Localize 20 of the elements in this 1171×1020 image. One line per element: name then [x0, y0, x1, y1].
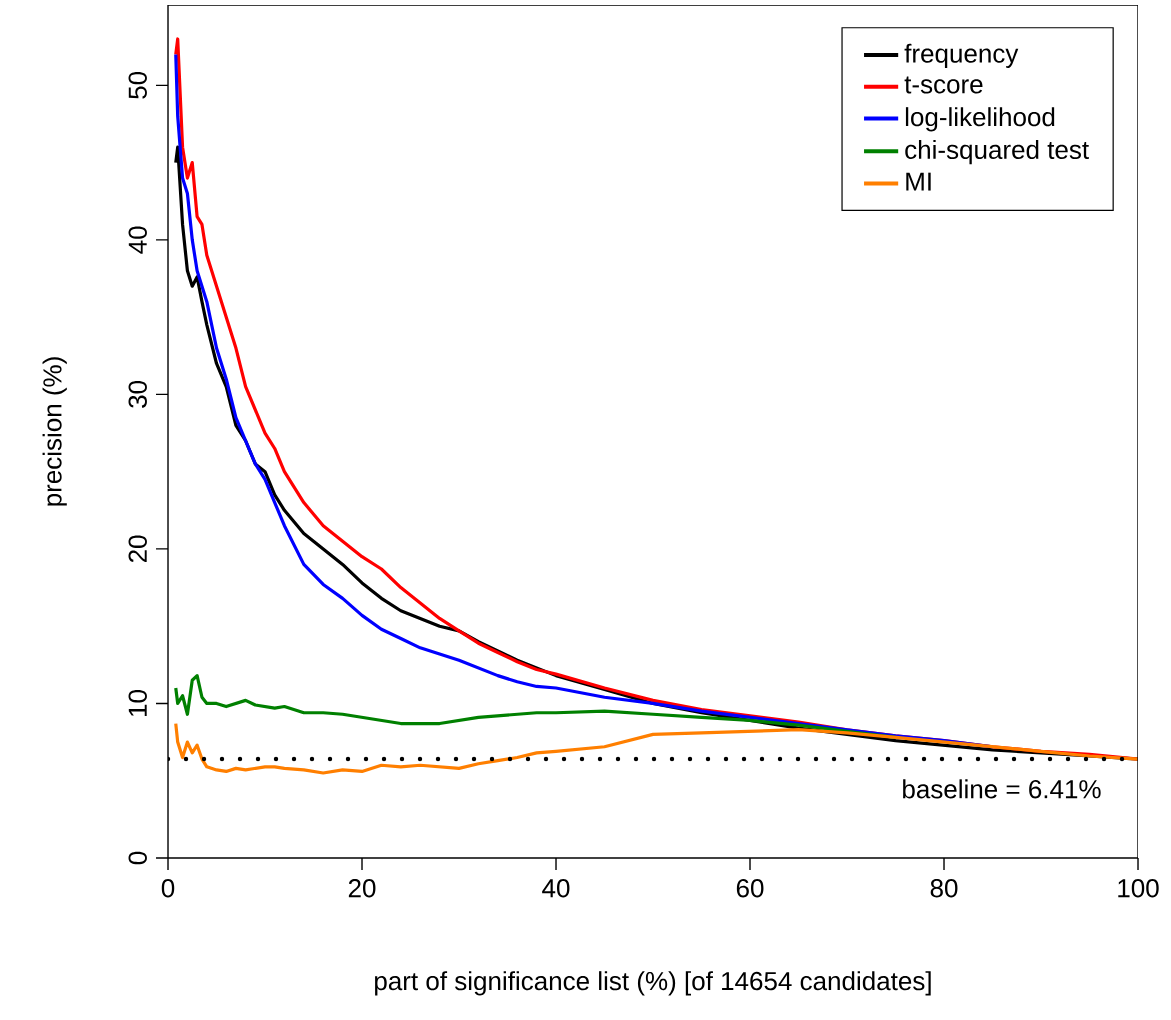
x-tick-label: 100 [1118, 879, 1159, 898]
x-axis-title: part of significance list (%) [of 14654 candidates] [375, 971, 931, 996]
legend-label: t-score [904, 76, 983, 94]
x-tick-label: 20 [348, 879, 376, 898]
x-tick-label: 0 [161, 879, 175, 898]
y-tick-label: 10 [128, 690, 147, 716]
y-tick-label: 20 [128, 535, 147, 563]
y-tick-label: 0 [128, 851, 147, 865]
x-tick-label: 40 [542, 879, 570, 898]
x-tick-label: 80 [930, 879, 958, 898]
legend-label: chi-squared test [905, 139, 1089, 165]
ref-line-label: baseline = 6.41% [903, 779, 1101, 799]
x-tick-label: 60 [736, 879, 764, 898]
y-tick-label: 50 [128, 71, 147, 99]
legend-label: log-likelihood [905, 107, 1055, 132]
y-axis-title: precision (%) [42, 357, 67, 506]
y-tick-label: 40 [128, 226, 147, 254]
legend-label: frequency [904, 43, 1019, 68]
y-tick-label: 30 [128, 380, 147, 408]
legend-label: MI [906, 172, 931, 191]
